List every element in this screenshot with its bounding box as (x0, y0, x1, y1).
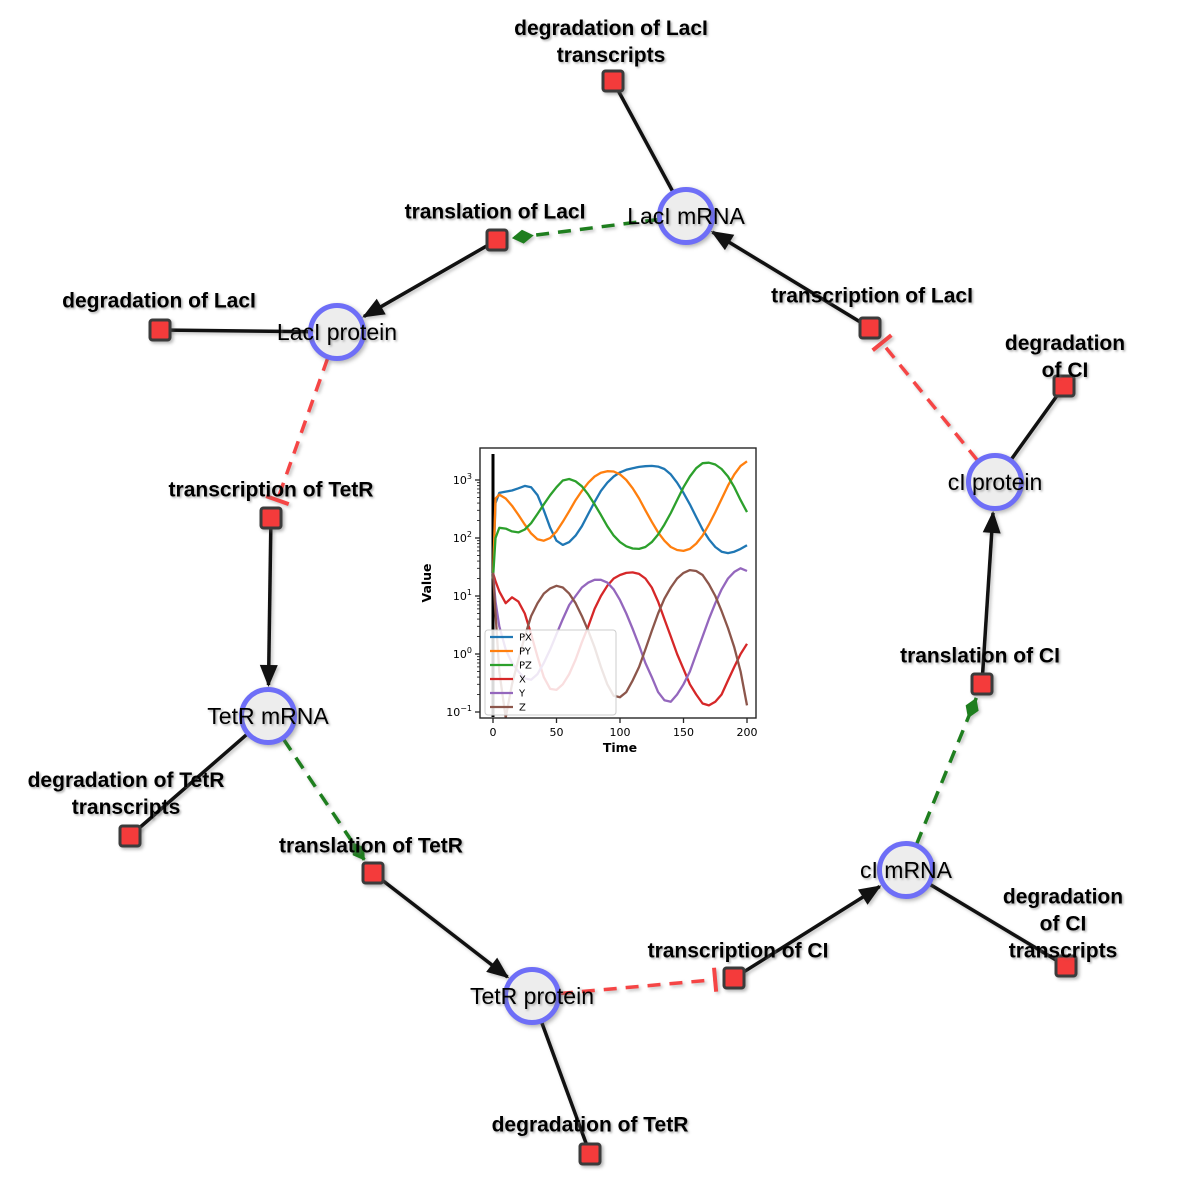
y-tick-label: 100 (453, 646, 472, 661)
species-label-ci-mrna: cI mRNA (860, 857, 952, 883)
reaction-label-degradation-ci: degradation of CI (1004, 332, 1126, 382)
edge-production-tl_laci-to-laci_protein (362, 243, 490, 319)
time-series-inset-chart: 0 50 100 150 200 10−1 100 101 102 103 Time Value PX P… (410, 420, 790, 780)
reaction-label-transcription-laci: transcription of LacI (771, 284, 973, 308)
x-axis-label: Time (603, 740, 637, 755)
reaction-node-translation-tetr[interactable] (361, 861, 385, 885)
legend-label-PY: PY (519, 647, 532, 658)
x-tick-label: 100 (610, 726, 631, 739)
reaction-label-transcription-ci: transcription of CI (647, 939, 829, 963)
reaction-node-transcription-ci[interactable] (722, 966, 746, 990)
series-PX (491, 464, 748, 579)
x-tick-label: 0 (490, 726, 497, 739)
reaction-node-degradation-ci[interactable] (1052, 374, 1076, 398)
x-tick-label: 50 (550, 726, 564, 739)
legend-box (484, 629, 617, 716)
legend-label-PX: PX (519, 633, 532, 644)
legend-label-X: X (519, 675, 526, 686)
edge-production-tx_tetr-to-tetr_mrna (259, 527, 278, 687)
edge-inhibition-ci_protein-to-tx_laci (871, 333, 979, 462)
series-PZ (491, 461, 749, 579)
reaction-node-degradation-ci-transcripts[interactable] (1054, 954, 1078, 978)
reaction-node-translation-ci[interactable] (970, 672, 994, 696)
edge-production-tl_tetr-to-tetr_protein (379, 877, 510, 979)
y-axis-label: Value (419, 563, 434, 602)
reaction-label-degradation-laci-transcripts: degradation of LacI transcripts (514, 17, 708, 67)
species-node-laci-mrna[interactable] (657, 187, 715, 245)
plot-spines (479, 447, 757, 719)
y-tick-label: 10−1 (446, 704, 472, 719)
x-tick-label: 150 (673, 726, 694, 739)
legend-label-Z: Z (519, 703, 526, 714)
reaction-label-translation-laci: translation of LacI (404, 200, 586, 224)
reaction-label-degradation-ci-transcripts: degradation of CI transcripts (1002, 885, 1124, 963)
x-tick-label: 200 (737, 726, 758, 739)
species-label-ci-protein: cI protein (947, 469, 1043, 495)
y-tick-label: 102 (453, 530, 472, 545)
reaction-node-translation-laci[interactable] (485, 228, 509, 252)
species-node-tetr-mrna[interactable] (239, 687, 297, 745)
reaction-label-transcription-tetr: transcription of TetR (168, 478, 374, 502)
reaction-node-degradation-tetr-transcripts[interactable] (118, 824, 142, 848)
reaction-node-degradation-laci-transcripts[interactable] (601, 69, 625, 93)
y-tick-label: 103 (453, 472, 472, 487)
species-label-laci-protein: LacI protein (276, 319, 398, 345)
y-tick-label: 101 (453, 588, 472, 603)
reaction-label-degradation-laci: degradation of LacI (62, 289, 256, 313)
species-node-ci-protein[interactable] (966, 453, 1024, 511)
species-node-ci-mrna[interactable] (877, 841, 935, 899)
species-label-laci-mrna: LacI mRNA (627, 203, 745, 229)
legend-label-PZ: PZ (519, 661, 532, 672)
reaction-label-degradation-tetr: degradation of TetR (491, 1113, 689, 1137)
species-label-tetr-mrna: TetR mRNA (207, 703, 329, 729)
reaction-node-transcription-laci[interactable] (858, 316, 882, 340)
series-PY (491, 460, 748, 579)
reaction-label-translation-tetr: translation of TetR (279, 834, 463, 858)
species-node-laci-protein[interactable] (308, 303, 366, 361)
reaction-node-degradation-tetr[interactable] (578, 1142, 602, 1166)
edge-activation-ci_mrna-to-tl_ci (914, 697, 979, 845)
reaction-label-degradation-tetr-transcripts: degradation of TetR transcripts (27, 769, 225, 819)
reaction-label-translation-ci: translation of CI (900, 644, 1060, 668)
series-Z (491, 568, 749, 718)
species-label-tetr-protein: TetR protein (469, 983, 595, 1009)
legend-label-Y: Y (518, 689, 526, 700)
reaction-node-transcription-tetr[interactable] (259, 506, 283, 530)
reaction-node-degradation-laci[interactable] (148, 318, 172, 342)
species-node-tetr-protein[interactable] (503, 967, 561, 1025)
